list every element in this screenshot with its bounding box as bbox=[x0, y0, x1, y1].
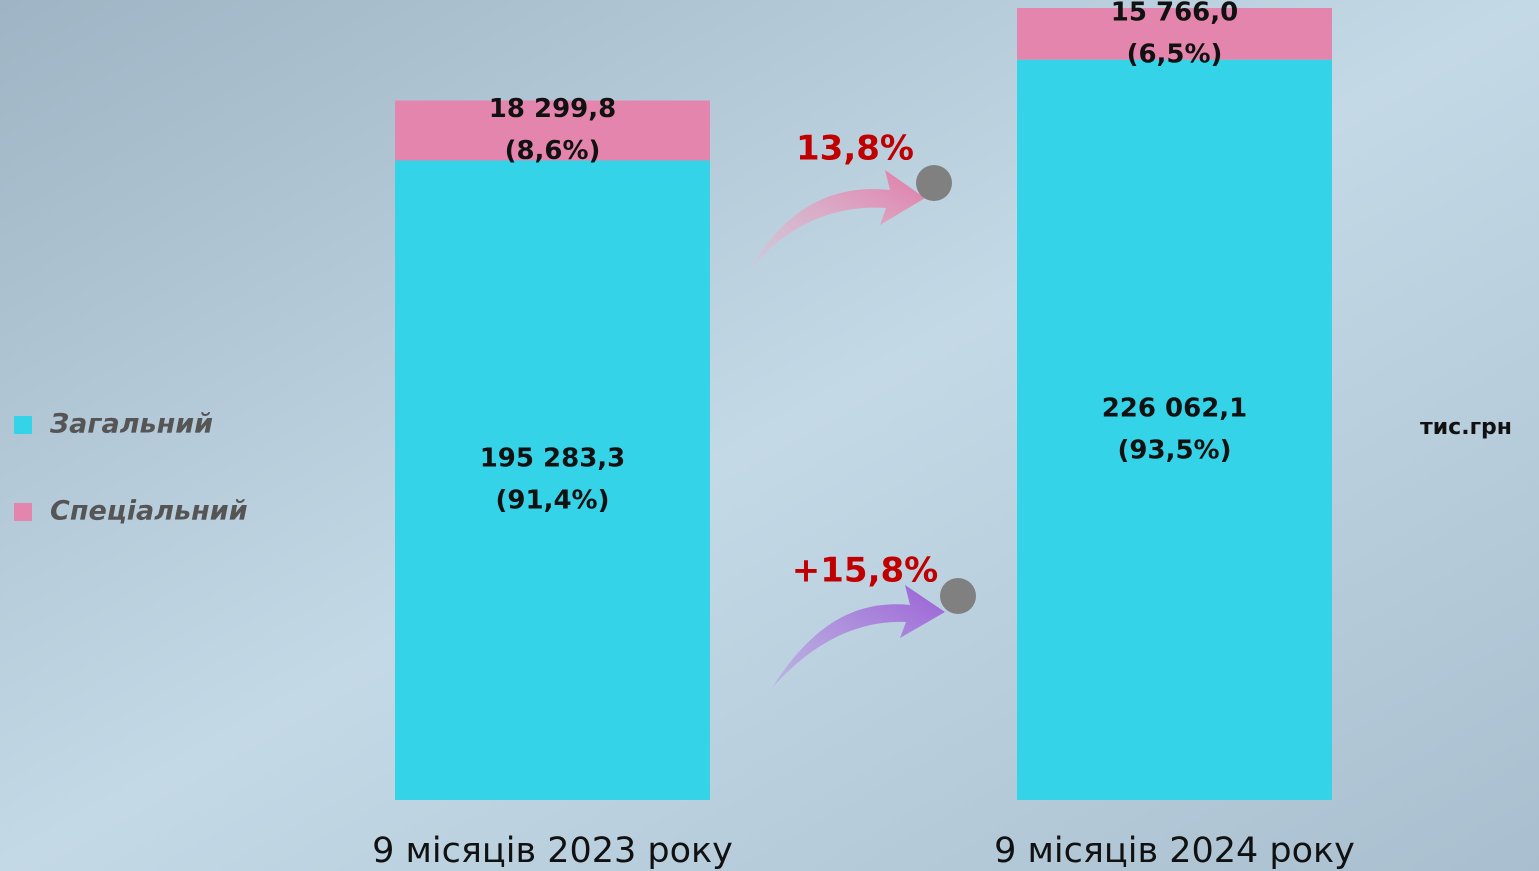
growth-annotation: 13,8% bbox=[796, 129, 914, 169]
value-label: 15 766,0 bbox=[1111, 0, 1238, 27]
dot bbox=[916, 165, 952, 201]
legend-swatch bbox=[14, 416, 32, 434]
share-label: (93,5%) bbox=[1118, 435, 1232, 465]
legend-label: Загальний bbox=[49, 409, 213, 440]
share-label: (6,5%) bbox=[1127, 39, 1223, 69]
legend-label: Спеціальний bbox=[50, 496, 248, 527]
category-label: 9 місяців 2024 року bbox=[994, 831, 1355, 871]
bar-segment bbox=[395, 160, 710, 801]
share-label: (8,6%) bbox=[505, 136, 601, 166]
category-label: 9 місяців 2023 року bbox=[372, 831, 733, 871]
arrow-general bbox=[772, 585, 945, 688]
legend-swatch bbox=[14, 503, 32, 521]
value-label: 226 062,1 bbox=[1102, 393, 1248, 423]
bar-segment bbox=[395, 100, 710, 161]
bar-segment bbox=[1017, 8, 1332, 60]
value-label: 195 283,3 bbox=[480, 444, 626, 474]
value-label: 18 299,8 bbox=[489, 94, 616, 124]
share-label: (91,4%) bbox=[496, 486, 610, 516]
unit-label: тис.грн bbox=[1420, 415, 1512, 440]
growth-annotation: +15,8% bbox=[792, 551, 938, 591]
arrow-special bbox=[748, 170, 925, 272]
dot bbox=[940, 578, 976, 614]
bar-segment bbox=[1017, 59, 1332, 800]
